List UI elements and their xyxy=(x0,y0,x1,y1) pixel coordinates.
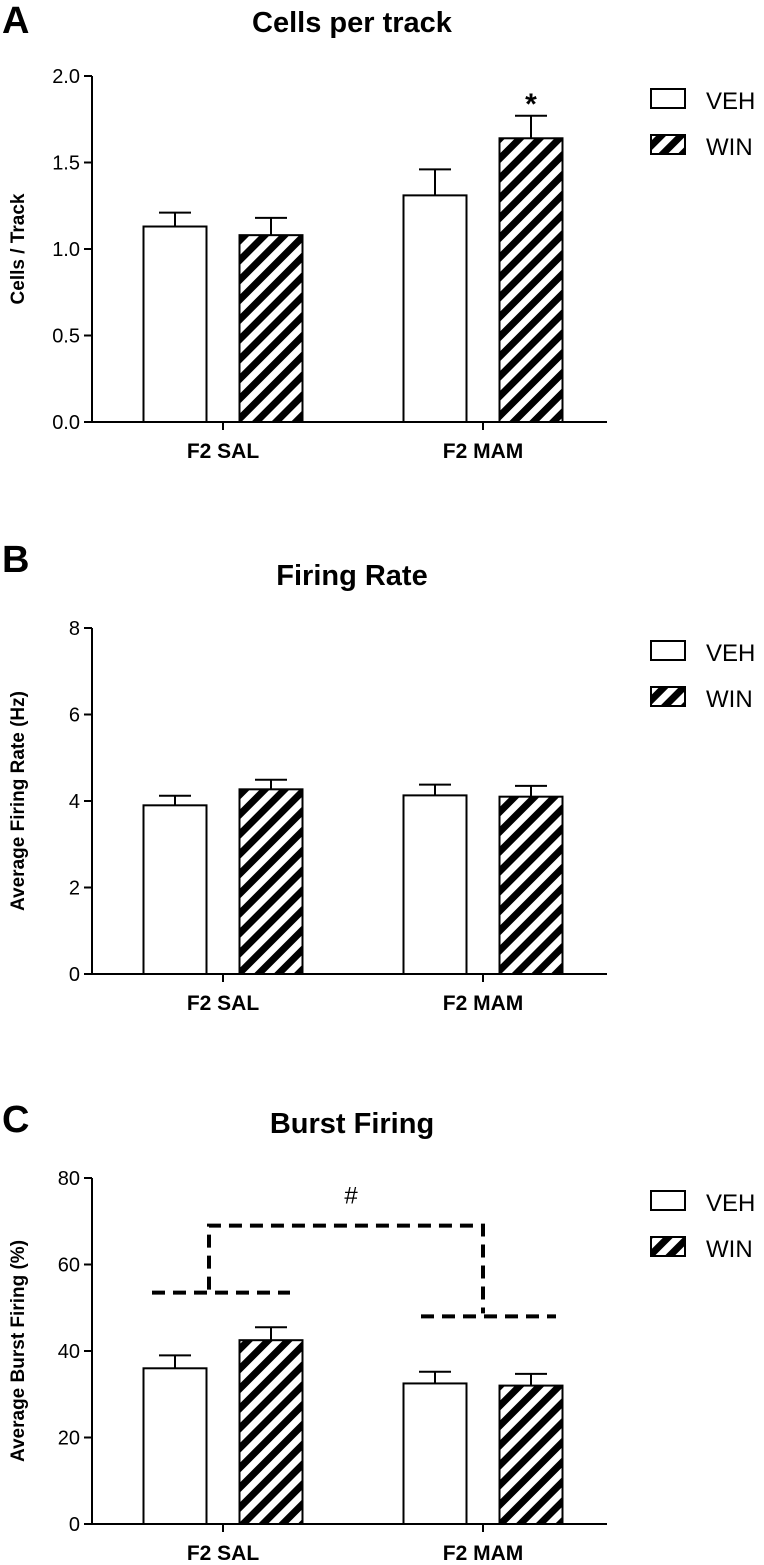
category-label: F2 SAL xyxy=(187,440,260,463)
panel-a-title: Cells per track xyxy=(252,7,453,39)
panel-c: C Burst Firing 0 20 40 60 80 Average Burst Fi… xyxy=(2,1099,755,1565)
panel-c-axes: 0 20 40 60 80 Average Burst Firing (%) F2 SAL F… xyxy=(8,1168,755,1565)
legend-label: WIN xyxy=(706,686,753,713)
bar-veh xyxy=(402,194,468,423)
legend-swatch xyxy=(650,640,686,661)
y-tick-label: 0 xyxy=(69,964,80,986)
y-tick-label: 4 xyxy=(69,791,80,813)
y-tick-label: 0.5 xyxy=(52,326,80,348)
panel-c-letter: C xyxy=(2,1099,29,1141)
y-tick-label: 8 xyxy=(69,618,80,640)
panel-b-axes: 0 2 4 6 8 Average Firing Rate (Hz) F2 SAL F2 MA… xyxy=(8,618,755,1015)
y-tick-label: 0.0 xyxy=(52,412,80,434)
panel-a-letter: A xyxy=(2,0,29,42)
panel-b-title: Firing Rate xyxy=(276,560,427,592)
bar-win xyxy=(238,788,304,976)
bar-win xyxy=(498,1384,564,1525)
y-tick-label: 1.0 xyxy=(52,239,80,261)
legend-swatch xyxy=(650,88,686,109)
bar-win xyxy=(238,1339,304,1525)
bar-veh xyxy=(142,225,208,423)
legend-swatch xyxy=(650,686,686,707)
panel-a: A Cells per track 0.0 0.5 1.0 1.5 2.0 Cells /… xyxy=(2,0,755,463)
legend-swatch xyxy=(650,134,686,155)
y-tick-label: 2 xyxy=(69,878,80,900)
legend-label: WIN xyxy=(706,134,753,161)
bar-veh xyxy=(142,804,208,976)
category-label: F2 MAM xyxy=(443,1542,524,1565)
y-tick-label: 1.5 xyxy=(52,153,80,175)
bar-veh xyxy=(402,794,468,975)
y-tick-label: 20 xyxy=(58,1428,80,1450)
y-tick-label: 60 xyxy=(58,1255,80,1277)
bar-veh xyxy=(402,1382,468,1525)
y-axis-label: Average Burst Firing (%) xyxy=(8,1240,29,1462)
bar-win xyxy=(498,795,564,975)
panel-c-title: Burst Firing xyxy=(270,1108,434,1140)
significance-hash: # xyxy=(344,1183,358,1210)
significance-star: * xyxy=(525,88,537,121)
panel-a-axes: 0.0 0.5 1.0 1.5 2.0 Cells / Track F2 SAL F2 MAM… xyxy=(8,66,755,463)
y-tick-label: 2.0 xyxy=(52,66,80,88)
bar-win xyxy=(238,234,304,423)
category-label: F2 MAM xyxy=(443,992,524,1015)
y-tick-label: 40 xyxy=(58,1341,80,1363)
category-label: F2 MAM xyxy=(443,440,524,463)
category-label: F2 SAL xyxy=(187,1542,260,1565)
comparison-bracket xyxy=(207,1223,485,1314)
bar-win xyxy=(498,137,564,423)
legend-swatch xyxy=(650,1236,686,1257)
y-axis-label: Cells / Track xyxy=(8,193,29,304)
y-tick-label: 6 xyxy=(69,705,80,727)
y-tick-label: 80 xyxy=(58,1168,80,1190)
category-label: F2 SAL xyxy=(187,992,260,1015)
y-axis-label: Average Firing Rate (Hz) xyxy=(8,691,29,911)
panel-b-letter: B xyxy=(2,539,29,581)
legend-label: VEH xyxy=(706,640,755,667)
y-tick-label: 0 xyxy=(69,1514,80,1536)
legend-swatch xyxy=(650,1190,686,1211)
legend-label: WIN xyxy=(706,1236,753,1263)
panel-b: B Firing Rate 0 2 4 6 8 Average Firing Rate (… xyxy=(2,539,755,1015)
legend-label: VEH xyxy=(706,1190,755,1217)
legend-label: VEH xyxy=(706,88,755,115)
bar-veh xyxy=(142,1367,208,1526)
